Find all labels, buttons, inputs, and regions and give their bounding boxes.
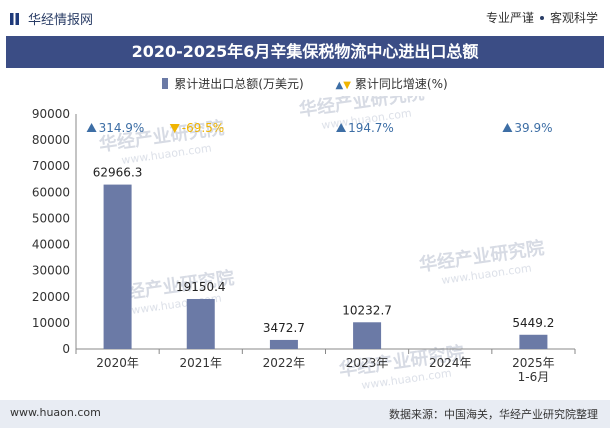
brand[interactable]: 华经情报网 (10, 9, 93, 28)
chart-title: 2020-2025年6月辛集保税物流中心进出口总额 (6, 36, 604, 68)
bar (353, 322, 382, 349)
y-tick-label: 90000 (32, 107, 70, 121)
bar (186, 298, 215, 349)
growth-label: 194.7% (348, 121, 394, 135)
footer: www.huaon.com 数据来源：中国海关，华经产业研究院整理 (0, 400, 610, 428)
y-tick-label: 80000 (32, 133, 70, 147)
tagline-left: 专业严谨 (485, 11, 534, 25)
dot-icon (539, 16, 544, 20)
legend-label-growth: 累计同比增速(%) (354, 77, 448, 91)
triangle-down-icon: ▼ (343, 80, 351, 91)
x-tick-label: 2022年 (263, 356, 306, 370)
y-tick-label: 10000 (32, 316, 70, 330)
chart-plot: 华经产业研究院www.huaon.com华经产业研究院www.huaon.com… (32, 96, 576, 392)
bar (103, 184, 132, 349)
top-bar: 华经情报网 专业严谨 客观科学 (0, 0, 610, 34)
tagline-right: 客观科学 (549, 11, 598, 25)
axes: 0 10000 20000 30000 40000 50000 60000 70000 8000… (32, 107, 576, 384)
bar (269, 339, 298, 349)
y-tick-label: 40000 (32, 238, 70, 252)
bars (103, 184, 548, 349)
growth-label: 39.9% (514, 121, 552, 135)
x-tick-label: 2025年 (512, 356, 555, 370)
growth-up-marker (502, 123, 513, 132)
y-tick-label: 70000 (32, 159, 70, 173)
legend: 累计进出口总额(万美元) ▲▼ 累计同比增速(%) (0, 75, 610, 92)
y-tick-label: 0 (62, 342, 70, 356)
y-tick-label: 30000 (32, 264, 70, 278)
y-tick-label: 60000 (32, 185, 70, 199)
legend-item-growth: ▲▼ 累计同比增速(%) (336, 75, 448, 92)
x-tick-label: 2024年 (429, 356, 472, 370)
watermarks: 华经产业研究院www.huaon.com华经产业研究院www.huaon.com… (98, 96, 546, 392)
growth-up-marker (86, 123, 97, 132)
growth-markers: 314.9% -69.5% 194.7% 39.9% (86, 121, 553, 135)
bar-swatch-icon (162, 78, 169, 89)
brand-logo-icon (10, 13, 22, 25)
y-tick-label: 50000 (32, 211, 70, 225)
legend-label-total: 累计进出口总额(万美元) (174, 77, 304, 91)
triangle-up-icon: ▲ (335, 80, 344, 91)
footer-source: 数据来源：中国海关，华经产业研究院整理 (389, 408, 598, 421)
x-tick-label: 2023年 (346, 356, 389, 370)
growth-down-marker (169, 124, 180, 133)
bar (519, 334, 548, 349)
x-tick-label: 2020年 (96, 356, 139, 370)
x-tick-label: 2021年 (179, 356, 222, 370)
bar-value-label: 5449.2 (512, 316, 554, 330)
tagline: 专业严谨 客观科学 (486, 9, 598, 26)
growth-label: -69.5% (182, 121, 224, 135)
data-labels: 62966.3 19150.4 3472.7 10232.7 5449.2 (93, 166, 555, 335)
bar-value-label: 62966.3 (93, 166, 143, 180)
legend-item-total: 累计进出口总额(万美元) (162, 75, 304, 92)
x-tick-label: 1-6月 (518, 370, 550, 384)
bar-value-label: 3472.7 (263, 321, 305, 335)
y-tick-label: 20000 (32, 290, 70, 304)
growth-up-marker (336, 123, 347, 132)
brand-name: 华经情报网 (28, 13, 94, 28)
footer-site-link[interactable]: www.huaon.com (10, 406, 101, 419)
bar-value-label: 19150.4 (176, 280, 226, 294)
bar-value-label: 10232.7 (342, 303, 392, 317)
growth-label: 314.9% (99, 121, 145, 135)
